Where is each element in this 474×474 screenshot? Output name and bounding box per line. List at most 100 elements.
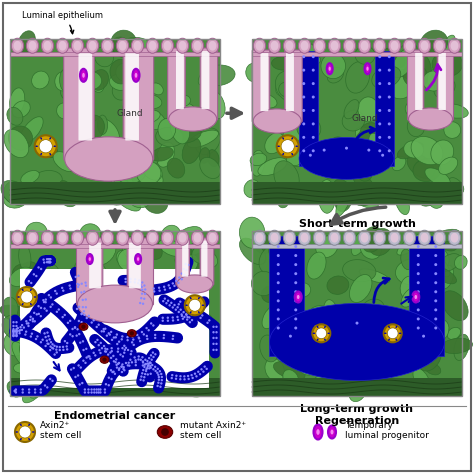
Circle shape bbox=[45, 336, 47, 338]
Ellipse shape bbox=[176, 227, 202, 246]
Ellipse shape bbox=[40, 137, 42, 139]
Ellipse shape bbox=[74, 266, 98, 292]
Circle shape bbox=[131, 361, 133, 364]
Bar bbox=[10, 244, 220, 247]
Circle shape bbox=[51, 303, 54, 306]
Ellipse shape bbox=[330, 429, 334, 435]
Circle shape bbox=[120, 338, 123, 340]
Circle shape bbox=[138, 337, 140, 339]
Ellipse shape bbox=[288, 344, 306, 372]
Ellipse shape bbox=[318, 316, 338, 332]
Circle shape bbox=[212, 349, 215, 351]
Circle shape bbox=[112, 371, 115, 373]
Circle shape bbox=[15, 333, 18, 335]
Ellipse shape bbox=[195, 128, 220, 155]
Ellipse shape bbox=[349, 274, 372, 302]
Circle shape bbox=[161, 379, 163, 382]
Circle shape bbox=[131, 336, 134, 338]
Ellipse shape bbox=[74, 67, 94, 89]
Ellipse shape bbox=[116, 250, 131, 265]
Ellipse shape bbox=[131, 288, 148, 315]
Circle shape bbox=[133, 344, 135, 346]
Circle shape bbox=[92, 352, 95, 354]
Ellipse shape bbox=[275, 71, 302, 101]
Circle shape bbox=[91, 388, 93, 391]
Circle shape bbox=[84, 282, 87, 284]
Ellipse shape bbox=[271, 41, 278, 51]
Ellipse shape bbox=[255, 233, 264, 243]
Circle shape bbox=[111, 338, 113, 341]
Circle shape bbox=[294, 327, 297, 329]
Circle shape bbox=[15, 422, 35, 442]
Ellipse shape bbox=[298, 43, 317, 64]
Circle shape bbox=[302, 55, 305, 58]
Circle shape bbox=[124, 348, 126, 351]
Circle shape bbox=[51, 380, 54, 382]
Ellipse shape bbox=[395, 326, 397, 328]
Ellipse shape bbox=[286, 150, 306, 166]
Ellipse shape bbox=[272, 56, 295, 70]
Ellipse shape bbox=[419, 230, 431, 245]
Circle shape bbox=[12, 325, 15, 327]
Circle shape bbox=[121, 335, 124, 337]
Circle shape bbox=[66, 342, 68, 344]
Ellipse shape bbox=[200, 157, 220, 179]
Text: Gland: Gland bbox=[117, 109, 143, 118]
Circle shape bbox=[184, 263, 187, 265]
Ellipse shape bbox=[313, 38, 326, 53]
Circle shape bbox=[172, 306, 174, 309]
Circle shape bbox=[93, 392, 95, 394]
Ellipse shape bbox=[4, 181, 24, 204]
Ellipse shape bbox=[123, 97, 143, 122]
Circle shape bbox=[154, 337, 156, 339]
Ellipse shape bbox=[309, 306, 329, 320]
Ellipse shape bbox=[324, 326, 326, 328]
Ellipse shape bbox=[349, 380, 367, 401]
Circle shape bbox=[66, 348, 68, 351]
Circle shape bbox=[378, 55, 381, 58]
Ellipse shape bbox=[59, 41, 66, 51]
Ellipse shape bbox=[139, 237, 162, 259]
Ellipse shape bbox=[408, 53, 431, 86]
Ellipse shape bbox=[89, 41, 96, 51]
Ellipse shape bbox=[290, 71, 308, 89]
Circle shape bbox=[49, 349, 51, 351]
Ellipse shape bbox=[78, 285, 153, 323]
Circle shape bbox=[62, 346, 64, 348]
Ellipse shape bbox=[72, 230, 83, 245]
Ellipse shape bbox=[22, 303, 24, 305]
Ellipse shape bbox=[432, 51, 463, 77]
Circle shape bbox=[32, 318, 34, 320]
Circle shape bbox=[109, 351, 111, 354]
Ellipse shape bbox=[41, 230, 54, 245]
Ellipse shape bbox=[201, 65, 235, 86]
Ellipse shape bbox=[253, 109, 301, 133]
Circle shape bbox=[188, 316, 191, 319]
Ellipse shape bbox=[442, 291, 468, 320]
Ellipse shape bbox=[336, 187, 352, 216]
Ellipse shape bbox=[192, 244, 215, 264]
Circle shape bbox=[144, 373, 146, 375]
Ellipse shape bbox=[72, 38, 83, 53]
Circle shape bbox=[91, 321, 93, 324]
Circle shape bbox=[98, 324, 100, 326]
Circle shape bbox=[163, 334, 165, 336]
Circle shape bbox=[200, 317, 202, 319]
Circle shape bbox=[32, 318, 34, 320]
Circle shape bbox=[175, 378, 177, 380]
Ellipse shape bbox=[111, 30, 137, 56]
Circle shape bbox=[434, 327, 437, 329]
Circle shape bbox=[135, 364, 137, 366]
Circle shape bbox=[41, 338, 44, 341]
Circle shape bbox=[434, 245, 437, 248]
Circle shape bbox=[175, 374, 178, 377]
Circle shape bbox=[388, 82, 391, 85]
Ellipse shape bbox=[297, 295, 300, 299]
Circle shape bbox=[33, 273, 35, 275]
Circle shape bbox=[143, 376, 146, 378]
Circle shape bbox=[35, 338, 37, 340]
Circle shape bbox=[302, 96, 305, 99]
Ellipse shape bbox=[274, 161, 299, 193]
Ellipse shape bbox=[283, 38, 296, 53]
Circle shape bbox=[172, 337, 174, 340]
